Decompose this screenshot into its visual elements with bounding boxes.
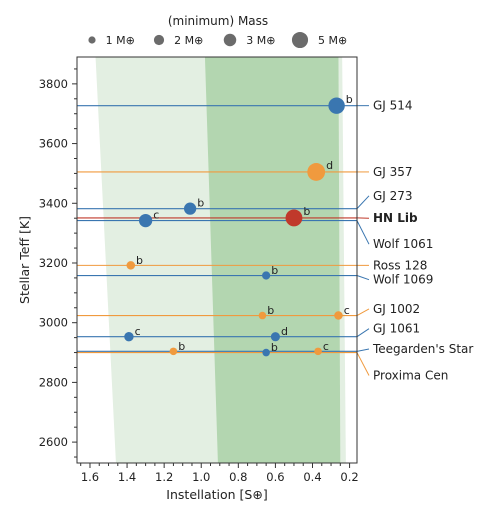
- planet-point: [262, 348, 270, 357]
- star-label: GJ 273: [373, 189, 413, 203]
- axes: 1.6 1.4 1.2 1.0 0.8 0.6 0.4 0.2 2600 2800 3000 3200…: [17, 56, 359, 502]
- y-tick-label: 3600: [39, 137, 68, 151]
- planet-letter: b: [271, 341, 278, 354]
- label-connector: [356, 348, 370, 352]
- label-connector: [356, 220, 370, 245]
- planet-point: [328, 97, 345, 114]
- legend-entry-label: 2 M⊕: [174, 34, 203, 47]
- planet-letter: c: [135, 325, 141, 338]
- label-connector: [356, 195, 370, 209]
- mass-legend: (minimum) Mass 1 M⊕ 2 M⊕ 3 M⊕ 5 M⊕: [88, 14, 347, 49]
- star-label: GJ 357: [373, 165, 413, 179]
- planet-point: [270, 332, 280, 342]
- star-label: Proxima Cen: [373, 369, 448, 383]
- conservative-habitable-zone: [204, 57, 341, 463]
- star-label: GJ 1002: [373, 302, 420, 316]
- x-tick-label: 1.2: [155, 470, 173, 484]
- planet-point: [307, 163, 326, 181]
- planet-letter: b: [346, 93, 353, 106]
- x-tick-label: 1.4: [118, 470, 136, 484]
- x-tick-label: 1.0: [192, 470, 210, 484]
- habitable-zone-bands: [95, 57, 346, 463]
- y-tick-label: 2600: [39, 435, 68, 449]
- planet-point: [124, 332, 134, 342]
- star-label: HN Lib: [373, 211, 418, 225]
- planet-point: [285, 209, 303, 227]
- y-tick-label: 3800: [39, 77, 68, 91]
- planet-letter: b: [197, 197, 204, 210]
- planet-letter: b: [271, 264, 278, 277]
- plot-frame: [76, 56, 358, 464]
- y-tick-label: 3000: [39, 316, 68, 330]
- star-label: Ross 128: [373, 258, 427, 272]
- star-label: GJ 1061: [373, 322, 420, 336]
- planet-point: [334, 311, 343, 320]
- legend-entry-label: 5 M⊕: [318, 34, 347, 47]
- legend-marker: [153, 34, 165, 46]
- planet-letter: d: [281, 325, 288, 338]
- star-labels: GJ 514 GJ 357 GJ 273 HN Lib Wolf 1061 Ross 12…: [372, 99, 473, 383]
- star-label: Wolf 1061: [373, 237, 433, 251]
- star-label: Teegarden's Star: [372, 342, 473, 356]
- label-connector: [356, 328, 370, 338]
- planet-point: [314, 347, 322, 356]
- legend-title: (minimum) Mass: [168, 14, 268, 28]
- y-tick-label: 3200: [39, 256, 68, 270]
- planet-letter: d: [326, 159, 333, 172]
- planet-letter: b: [303, 205, 310, 218]
- x-tick-label: 0.8: [229, 470, 247, 484]
- planet-point: [169, 347, 178, 356]
- planet-point: [262, 271, 271, 280]
- legend-entry-label: 1 M⊕: [106, 34, 135, 47]
- legend-entry-label: 3 M⊕: [246, 34, 275, 47]
- legend-marker: [88, 36, 96, 44]
- planet-letter: c: [323, 340, 329, 353]
- planet-letter: b: [267, 304, 274, 317]
- planet-point: [258, 311, 267, 320]
- y-tick-label: 3400: [39, 196, 68, 210]
- legend-marker: [291, 31, 309, 49]
- planet-letter: c: [344, 304, 350, 317]
- y-tick-label: 2800: [39, 375, 68, 389]
- y-axis-label: Stellar Teff [K]: [17, 216, 32, 304]
- planet-point: [126, 261, 136, 270]
- planet-letter: b: [136, 254, 143, 267]
- x-tick-label: 1.6: [81, 470, 99, 484]
- planet-letter: b: [178, 340, 185, 353]
- planet-letter: c: [153, 208, 159, 221]
- label-connector: [356, 308, 370, 316]
- x-tick-label: 0.6: [266, 470, 284, 484]
- x-tick-label: 0.2: [340, 470, 358, 484]
- x-tick-label: 0.4: [303, 470, 321, 484]
- x-axis-label: Instellation [S⊕]: [166, 487, 267, 502]
- planet-point: [138, 213, 153, 228]
- star-label: Wolf 1069: [373, 273, 433, 287]
- star-label: GJ 514: [373, 99, 413, 113]
- label-connector: [356, 352, 370, 376]
- label-connector: [356, 275, 370, 281]
- planet-point: [183, 202, 197, 215]
- legend-marker: [223, 33, 237, 47]
